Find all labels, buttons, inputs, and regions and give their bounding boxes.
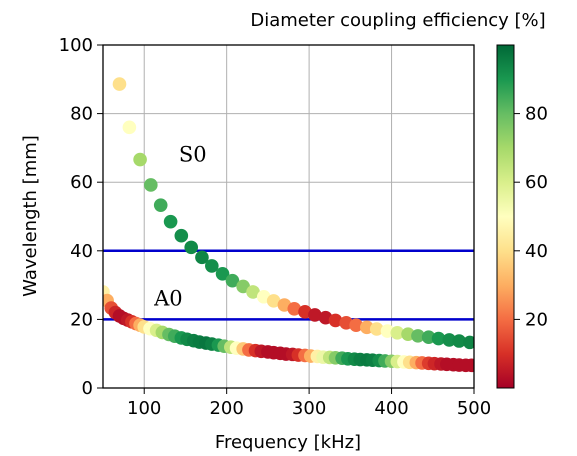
data-point bbox=[184, 240, 199, 255]
data-point bbox=[390, 325, 405, 340]
colorbar-tick-label: 80 bbox=[525, 104, 548, 125]
data-point bbox=[411, 329, 425, 343]
x-tick-label: 500 bbox=[457, 398, 491, 419]
data-point bbox=[349, 318, 363, 333]
data-point bbox=[452, 334, 466, 348]
colorbar-tick-label: 20 bbox=[525, 309, 548, 330]
colorbar-tick-label: 60 bbox=[525, 172, 548, 193]
reference-lines bbox=[103, 249, 474, 321]
data-point bbox=[133, 152, 147, 167]
colorbar-label: Diameter coupling efficiency [%] bbox=[250, 10, 545, 31]
colorbar bbox=[496, 44, 515, 389]
y-tick-label: 80 bbox=[70, 104, 93, 125]
data-point bbox=[163, 214, 178, 229]
data-point bbox=[112, 77, 127, 91]
y-tick-label: 100 bbox=[59, 35, 93, 56]
annotation-a0: A0 bbox=[153, 287, 183, 311]
x-tick-label: 200 bbox=[209, 398, 243, 419]
data-point bbox=[328, 313, 343, 328]
data-point bbox=[463, 335, 474, 350]
data-point bbox=[246, 285, 260, 299]
plot-frame bbox=[102, 44, 475, 389]
data-point bbox=[205, 259, 219, 273]
x-axis-label: Frequency [kHz] bbox=[215, 432, 361, 453]
data-point bbox=[287, 301, 302, 316]
x-tick-label: 400 bbox=[374, 398, 408, 419]
x-axis-ticks: 100 200 300 400 500 bbox=[127, 388, 491, 419]
data-point bbox=[464, 358, 474, 373]
colorbar-ticks: 20 40 60 80 bbox=[514, 104, 548, 330]
x-tick-label: 300 bbox=[292, 398, 326, 419]
annotation-s0: S0 bbox=[179, 143, 207, 167]
data-point bbox=[144, 178, 158, 192]
y-tick-label: 20 bbox=[70, 309, 93, 330]
x-tick-label: 100 bbox=[127, 398, 161, 419]
y-axis-label: Wavelength [mm] bbox=[20, 135, 41, 297]
data-point bbox=[266, 294, 281, 308]
data-point bbox=[369, 322, 384, 336]
data-point bbox=[236, 279, 250, 294]
y-tick-label: 60 bbox=[70, 172, 93, 193]
y-tick-label: 0 bbox=[82, 378, 93, 399]
colorbar-tick-label: 40 bbox=[525, 241, 548, 262]
data-point bbox=[153, 198, 168, 212]
data-point bbox=[308, 308, 322, 322]
data-points bbox=[103, 77, 474, 373]
data-point bbox=[225, 273, 240, 288]
data-point bbox=[122, 120, 137, 135]
y-tick-label: 40 bbox=[70, 241, 93, 262]
data-point bbox=[442, 333, 457, 347]
data-point bbox=[421, 330, 436, 345]
y-axis-ticks: 0 20 40 60 80 100 bbox=[59, 35, 103, 399]
data-point bbox=[215, 266, 230, 281]
data-point bbox=[431, 331, 446, 346]
data-point bbox=[195, 250, 209, 265]
data-point bbox=[174, 228, 189, 243]
